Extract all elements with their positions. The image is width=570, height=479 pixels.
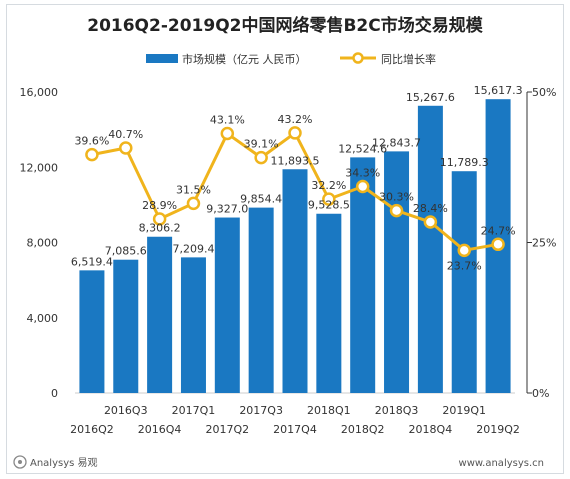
growth-rate-label: 43.2%	[278, 113, 313, 126]
bar-value-label: 8,306.2	[139, 222, 181, 235]
legend: 市场规模（亿元 人民币） 同比增长率	[146, 52, 436, 66]
footer-brand: Analysys 易观	[30, 457, 98, 469]
category-label: 2017Q4	[273, 423, 317, 436]
footer: Analysys 易观 www.analysys.cn	[13, 455, 544, 469]
category-label: 2017Q3	[239, 404, 283, 417]
growth-line-series	[85, 126, 505, 258]
bar-value-labels: 6,519.47,085.6 8,306.2 7,209.4 9,327.09,854…	[71, 84, 523, 268]
left-axis-tick-label: 8,000	[27, 237, 59, 250]
bar	[113, 259, 139, 393]
growth-rate-label: 40.7%	[108, 128, 143, 141]
legend-line-label: 同比增长率	[381, 52, 436, 66]
bar	[417, 105, 443, 394]
bar	[79, 270, 105, 393]
brand-logo-dot	[18, 460, 22, 464]
category-axis-labels: 2016Q2 2016Q3 2016Q4 2017Q1 2017Q2 2017Q3 2017…	[70, 404, 520, 436]
growth-rate-label: 39.6%	[74, 135, 109, 148]
bar-value-label: 9,327.0	[206, 203, 248, 216]
growth-rate-label: 23.7%	[447, 259, 482, 272]
bar	[282, 169, 308, 393]
bar	[180, 257, 206, 393]
growth-point	[119, 141, 133, 155]
bar	[147, 236, 173, 393]
right-axis-tick-label: 0%	[532, 387, 549, 400]
bar	[350, 157, 376, 393]
bar-value-label: 11,789.3	[440, 156, 489, 169]
bar-value-label: 12,843.7	[372, 136, 421, 149]
bar-value-label: 6,519.4	[71, 255, 113, 268]
growth-rate-label: 28.9%	[142, 199, 177, 212]
right-axis-tick-label: 50%	[532, 86, 556, 99]
category-label: 2018Q1	[307, 404, 351, 417]
growth-rate-label: 24.7%	[481, 224, 516, 237]
category-label: 2016Q3	[104, 404, 148, 417]
bar-value-label: 12,524.6	[338, 142, 387, 155]
bar	[214, 217, 240, 393]
growth-rate-label: 32.2%	[311, 179, 346, 192]
bar-value-label: 15,267.6	[406, 91, 455, 104]
left-axis-tick-label: 12,000	[20, 161, 59, 174]
category-label: 2019Q1	[442, 404, 486, 417]
growth-rate-label: 43.1%	[210, 114, 245, 127]
category-label: 2018Q3	[375, 404, 419, 417]
category-label: 2016Q4	[138, 423, 182, 436]
growth-rate-label: 31.5%	[176, 183, 211, 196]
category-label: 2019Q2	[476, 423, 520, 436]
legend-bar-label: 市场规模（亿元 人民币）	[182, 52, 307, 66]
bar	[248, 207, 274, 393]
growth-point	[288, 126, 302, 140]
growth-point	[355, 179, 370, 194]
category-label: 2017Q2	[205, 423, 249, 436]
bar	[451, 171, 477, 393]
growth-point	[220, 126, 235, 141]
growth-point	[186, 196, 201, 211]
bar-series	[79, 99, 511, 394]
growth-point	[423, 215, 438, 229]
left-axis-tick-label: 16,000	[20, 86, 59, 99]
growth-rate-label: 28.4%	[413, 202, 448, 215]
growth-rate-label: 39.1%	[244, 138, 279, 151]
bar-value-label: 7,209.4	[172, 242, 214, 255]
left-axis-tick-label: 0	[51, 387, 58, 400]
footer-website: www.analysys.cn	[459, 458, 544, 469]
growth-rate-label: 30.3%	[379, 191, 414, 204]
bar-value-label: 7,085.6	[105, 245, 147, 258]
left-axis-tick-label: 4,000	[27, 312, 59, 325]
category-label: 2018Q2	[341, 423, 385, 436]
growth-rate-label: 34.3%	[345, 167, 380, 180]
category-label: 2018Q4	[409, 423, 453, 436]
growth-point	[85, 147, 99, 162]
bar-value-label: 9,528.5	[308, 199, 350, 212]
legend-bar-swatch	[146, 54, 178, 63]
growth-point	[457, 243, 471, 258]
bar	[384, 151, 410, 393]
bar-value-label: 15,617.3	[474, 84, 523, 97]
right-axis: 0% 25% 50%	[526, 86, 556, 400]
chart-title: 2016Q2-2019Q2中国网络零售B2C市场交易规模	[87, 15, 484, 36]
brand-logo-icon	[13, 455, 27, 469]
legend-line-marker	[352, 52, 364, 64]
bar-value-label: 9,854.4	[240, 193, 282, 206]
bar-value-label: 11,893.5	[271, 154, 320, 167]
growth-point	[389, 203, 404, 218]
growth-rate-labels: 39.6%40.7% 28.9% 31.5% 43.1% 39.1% 43.2% 32.2%…	[74, 113, 515, 272]
growth-point	[152, 212, 167, 226]
bar	[316, 213, 342, 393]
right-axis-tick-label: 25%	[532, 237, 556, 250]
category-label: 2017Q1	[172, 404, 216, 417]
growth-point	[254, 150, 268, 165]
category-label: 2016Q2	[70, 423, 114, 436]
growth-point	[322, 192, 336, 206]
growth-point	[491, 237, 505, 252]
